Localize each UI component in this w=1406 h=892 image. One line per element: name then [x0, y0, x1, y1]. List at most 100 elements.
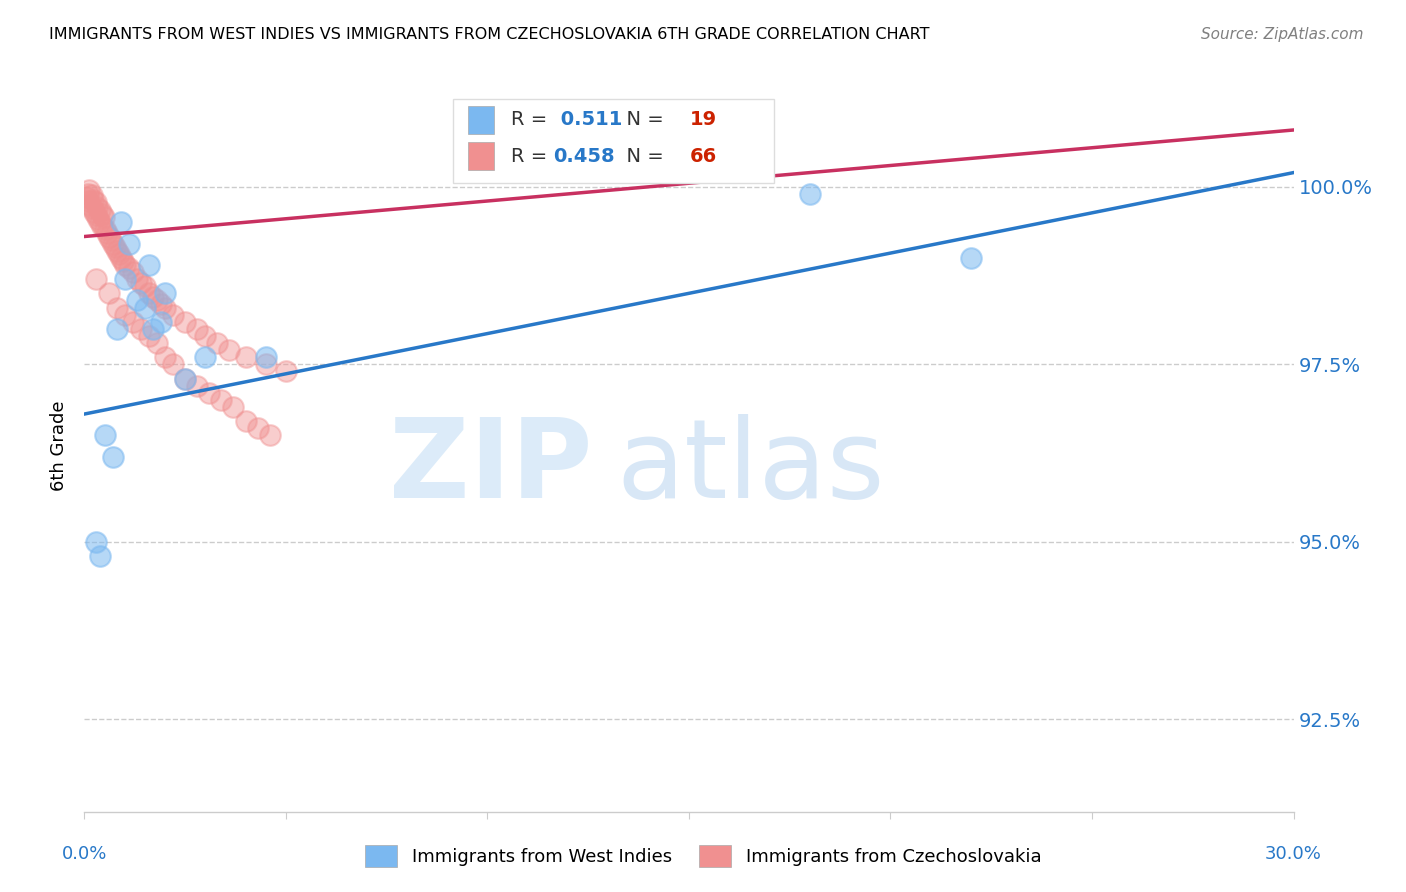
Point	[87, 211, 110, 226]
Point	[125, 272, 148, 286]
Point	[82, 201, 104, 215]
Point	[222, 400, 245, 414]
Point	[93, 428, 115, 442]
Point	[105, 301, 128, 315]
Point	[105, 244, 128, 258]
Point	[83, 204, 105, 219]
Point	[149, 297, 172, 311]
Point	[129, 322, 152, 336]
Point	[194, 350, 217, 364]
Point	[77, 183, 100, 197]
Point	[107, 247, 129, 261]
Point	[274, 364, 297, 378]
Point	[101, 450, 124, 464]
Point	[174, 315, 197, 329]
Legend: Immigrants from West Indies, Immigrants from Czechoslovakia: Immigrants from West Indies, Immigrants …	[357, 838, 1049, 874]
Text: N =: N =	[614, 147, 671, 166]
Point	[80, 188, 103, 202]
FancyBboxPatch shape	[453, 99, 773, 183]
Text: IMMIGRANTS FROM WEST INDIES VS IMMIGRANTS FROM CZECHOSLOVAKIA 6TH GRADE CORRELAT: IMMIGRANTS FROM WEST INDIES VS IMMIGRANT…	[49, 27, 929, 42]
Point	[799, 186, 821, 201]
Point	[153, 286, 176, 301]
Point	[86, 534, 108, 549]
Point	[153, 301, 176, 315]
Point	[86, 272, 108, 286]
Point	[86, 208, 108, 222]
Point	[209, 392, 232, 407]
Point	[89, 202, 111, 217]
Point	[138, 286, 160, 301]
Point	[84, 195, 107, 210]
Text: atlas: atlas	[616, 415, 884, 522]
Text: 0.458: 0.458	[554, 147, 616, 166]
Point	[77, 194, 100, 208]
Text: R =: R =	[512, 111, 554, 129]
Point	[194, 329, 217, 343]
Point	[162, 308, 184, 322]
Point	[111, 254, 134, 268]
Point	[75, 190, 97, 204]
Point	[82, 193, 104, 207]
Point	[93, 210, 115, 224]
Point	[162, 357, 184, 371]
Point	[76, 186, 98, 201]
Text: R =: R =	[512, 147, 554, 166]
Point	[259, 428, 281, 442]
Point	[114, 308, 136, 322]
Point	[93, 222, 115, 236]
Point	[101, 236, 124, 251]
Text: ZIP: ZIP	[389, 415, 592, 522]
Point	[254, 350, 277, 364]
Point	[134, 301, 156, 315]
Point	[146, 293, 169, 308]
Point	[86, 200, 108, 214]
Point	[97, 286, 120, 301]
Point	[118, 261, 141, 276]
Point	[110, 251, 132, 265]
Point	[104, 240, 127, 254]
Point	[174, 371, 197, 385]
Point	[146, 336, 169, 351]
Point	[186, 322, 208, 336]
Point	[960, 251, 983, 265]
Text: Source: ZipAtlas.com: Source: ZipAtlas.com	[1201, 27, 1364, 42]
Point	[142, 322, 165, 336]
Point	[89, 215, 111, 229]
Point	[118, 236, 141, 251]
Text: 0.0%: 0.0%	[62, 845, 107, 863]
Point	[97, 229, 120, 244]
Point	[100, 233, 122, 247]
Point	[110, 215, 132, 229]
Point	[153, 350, 176, 364]
FancyBboxPatch shape	[468, 106, 495, 134]
Point	[207, 336, 229, 351]
Point	[91, 219, 114, 233]
Point	[186, 378, 208, 392]
Point	[254, 357, 277, 371]
Point	[89, 549, 111, 563]
Point	[125, 293, 148, 308]
Point	[218, 343, 240, 358]
Text: 30.0%: 30.0%	[1265, 845, 1322, 863]
Point	[235, 350, 257, 364]
Point	[246, 421, 269, 435]
FancyBboxPatch shape	[468, 143, 495, 170]
Point	[114, 258, 136, 272]
Y-axis label: 6th Grade: 6th Grade	[49, 401, 67, 491]
Point	[105, 322, 128, 336]
Point	[142, 290, 165, 304]
Point	[138, 258, 160, 272]
Point	[121, 315, 143, 329]
Point	[134, 279, 156, 293]
Point	[235, 414, 257, 428]
Point	[79, 197, 101, 211]
Text: 19: 19	[690, 111, 717, 129]
Point	[96, 226, 118, 240]
Point	[138, 329, 160, 343]
Text: N =: N =	[614, 111, 671, 129]
Point	[90, 207, 112, 221]
Point	[114, 272, 136, 286]
Point	[149, 315, 172, 329]
Point	[129, 276, 152, 290]
Point	[174, 371, 197, 385]
